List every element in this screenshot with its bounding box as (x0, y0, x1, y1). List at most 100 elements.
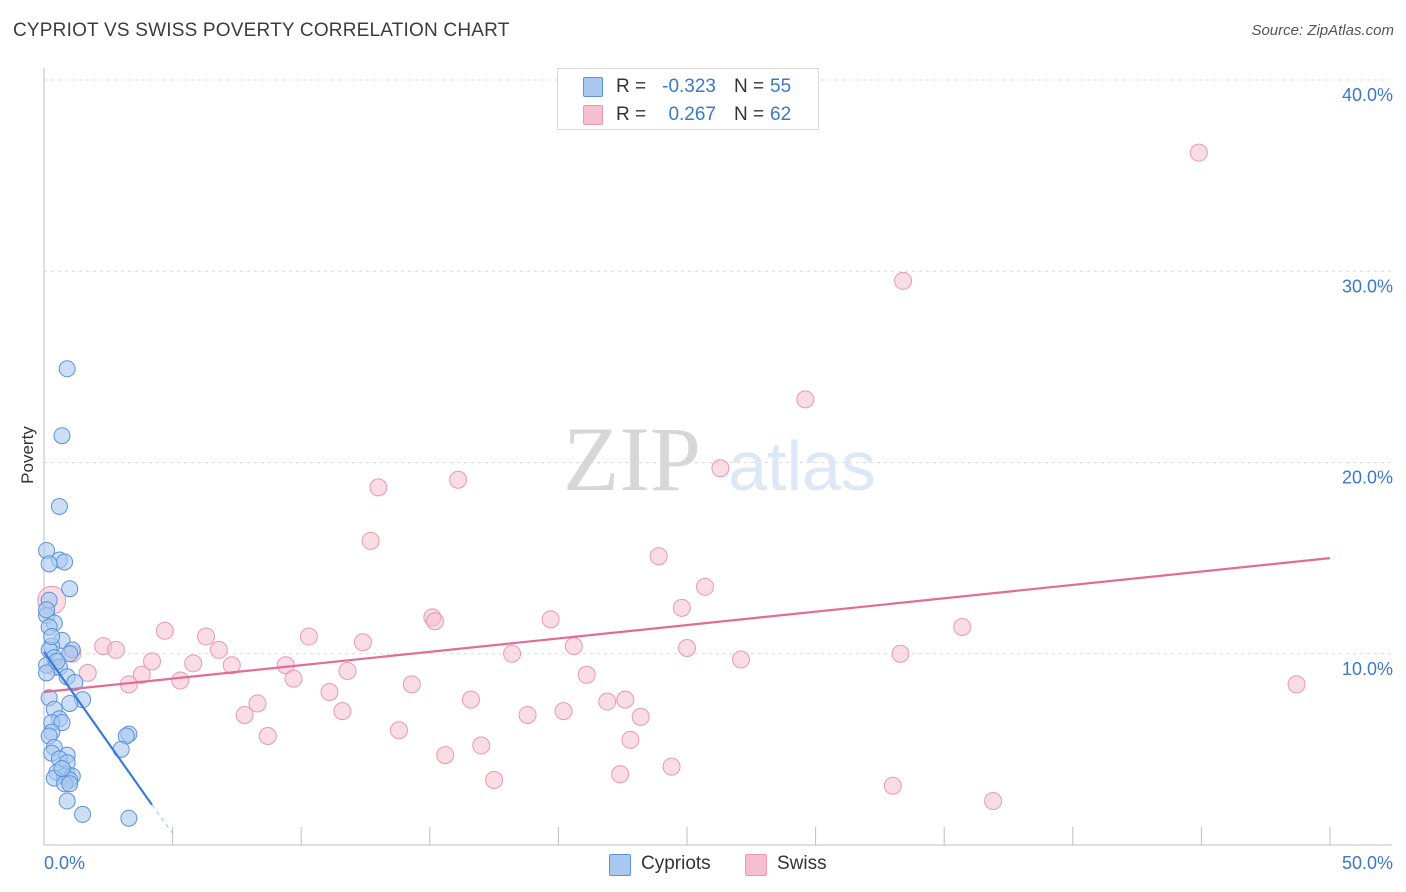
swiss-point (197, 627, 216, 646)
swiss-points (37, 143, 1306, 811)
y-tick-label: 20.0% (1342, 468, 1393, 488)
y-tick-label: 30.0% (1342, 276, 1393, 296)
swiss-point (78, 663, 97, 682)
cypriots-point (58, 360, 76, 378)
cypriots-point (56, 553, 74, 571)
swiss-point (132, 665, 151, 684)
swiss-point (369, 478, 388, 497)
swiss-point (503, 644, 522, 663)
swiss-point (171, 671, 190, 690)
cypriots-swatch (583, 77, 603, 97)
r-label: R = (616, 104, 647, 125)
swiss-point (732, 650, 751, 669)
swiss-point (472, 736, 491, 755)
swiss-point (631, 707, 650, 726)
n-label: N = (734, 76, 765, 97)
swiss-swatch (583, 105, 603, 125)
cypriots-point (61, 645, 79, 663)
cypriots-point (50, 497, 68, 515)
swiss-point (338, 661, 357, 680)
swiss-point (662, 757, 681, 776)
swiss-point (577, 665, 596, 684)
swiss-point (222, 656, 241, 675)
swiss-point (155, 621, 174, 640)
swiss-point (258, 726, 277, 745)
swiss-point (883, 776, 902, 795)
swiss-point (333, 702, 352, 721)
cypriots-point (74, 805, 92, 823)
swiss-point (284, 669, 303, 688)
watermark-atlas: atlas (728, 427, 876, 505)
swiss-point (678, 639, 696, 658)
x-tick-label: 0.0% (44, 853, 85, 873)
swiss-point (436, 746, 455, 765)
swiss-point (554, 702, 573, 721)
swiss-point (621, 730, 640, 749)
r-value: 0.267 (668, 104, 716, 125)
cypriots-point (53, 760, 71, 777)
cypriots-point (61, 580, 79, 598)
swiss-point (143, 652, 162, 671)
swiss-point (389, 721, 408, 740)
swiss-point (425, 612, 444, 631)
swiss-point (299, 627, 318, 646)
swiss-point (672, 598, 691, 617)
swiss-point (449, 470, 468, 489)
swiss-point (696, 577, 715, 596)
swiss-point (616, 690, 635, 709)
cypriots-swatch (609, 854, 631, 876)
watermark: ZIP atlas (563, 408, 876, 510)
watermark-zip: ZIP (563, 408, 701, 510)
chart-title: CYPRIOT VS SWISS POVERTY CORRELATION CHA… (13, 20, 510, 41)
swiss-swatch (745, 854, 767, 876)
cypriots-trend-line (43, 651, 153, 806)
cypriots-point (120, 809, 138, 827)
cypriots-point (40, 555, 58, 573)
swiss-point (209, 640, 228, 659)
swiss-point (891, 644, 910, 663)
grid-lines (44, 79, 1392, 655)
swiss-point (353, 633, 372, 652)
swiss-point (485, 770, 504, 789)
swiss-trend-line (43, 557, 1331, 694)
n-label: N = (734, 104, 765, 125)
swiss-point (564, 637, 583, 656)
swiss-point (184, 654, 203, 673)
swiss-point (107, 640, 126, 659)
swiss-point (894, 271, 913, 290)
swiss-point (402, 675, 421, 694)
swiss-point (518, 705, 537, 724)
swiss-point (235, 705, 254, 724)
y-axis-title: Poverty (18, 426, 37, 484)
x-tick-label: 50.0% (1342, 853, 1393, 873)
cypriots-point (38, 601, 56, 619)
swiss-point (248, 694, 267, 713)
swiss-point (1287, 675, 1306, 694)
swiss-point (541, 610, 560, 629)
swiss-point (711, 459, 730, 478)
swiss-point (361, 531, 380, 550)
swiss-point (649, 547, 668, 566)
swiss-point (611, 765, 630, 784)
cypriots-point (58, 792, 76, 810)
cypriots-point (61, 694, 79, 712)
y-tick-label: 10.0% (1342, 659, 1393, 679)
swiss-point (598, 692, 617, 711)
source-label: Source: ZipAtlas.com (1251, 22, 1394, 39)
legend-row-swiss: R = 0.267 N = 62 (558, 101, 818, 129)
swiss-point (796, 390, 815, 409)
trend-lines (43, 557, 1331, 834)
n-value: 62 (770, 104, 792, 125)
swiss-point (461, 690, 480, 709)
cypriots-point (53, 427, 71, 445)
axes (43, 68, 1392, 846)
tick-labels: 10.0% 20.0% 30.0% 40.0% 0.0% 50.0% (44, 85, 1393, 873)
legend-label-cypriots: Cypriots (641, 853, 711, 874)
r-label: R = (616, 76, 647, 97)
n-value: 55 (770, 76, 792, 97)
cypriots-point (38, 664, 56, 682)
cypriots-trend-extension (151, 804, 174, 834)
cypriots-points (38, 360, 138, 827)
legend-label-swiss: Swiss (777, 853, 827, 874)
